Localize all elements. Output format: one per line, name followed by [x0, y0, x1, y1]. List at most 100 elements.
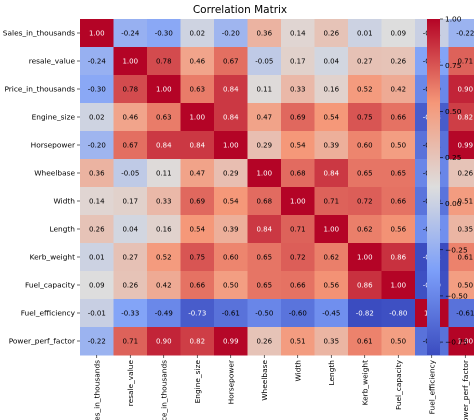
row-label: Fuel_efficiency — [21, 309, 76, 318]
heatmap-cell — [180, 159, 215, 188]
heatmap-cell — [147, 47, 181, 76]
heatmap-cell — [113, 327, 148, 356]
heatmap-cell-label: 0.65 — [256, 254, 272, 262]
heatmap-cell — [247, 299, 282, 328]
row-label: Power_perf_factor — [9, 337, 76, 346]
heatmap-cell — [214, 19, 248, 48]
heatmap-cell-label: 0.39 — [223, 226, 239, 234]
heatmap-cell — [448, 299, 474, 328]
colorbar-tick-label: 0.50 — [445, 107, 462, 116]
heatmap-cell-label: 0.62 — [323, 254, 339, 262]
heatmap-cell-label: 0.90 — [156, 338, 172, 346]
heatmap-cell-label: -0.30 — [88, 86, 106, 94]
heatmap-cell-label: 0.02 — [189, 30, 205, 38]
row-label: Price_in_thousands — [4, 85, 75, 94]
colorbar-tick-label: 1.00 — [445, 15, 462, 24]
heatmap-cell-label: -0.60 — [289, 310, 307, 318]
heatmap-cell-label: 0.26 — [390, 58, 406, 66]
heatmap-cell — [314, 19, 349, 48]
heatmap-cell — [448, 243, 474, 272]
heatmap-cell-label: 0.68 — [290, 170, 306, 178]
heatmap-cell — [381, 243, 416, 272]
heatmap-cell — [113, 47, 148, 76]
heatmap-cell-label: -0.33 — [121, 310, 139, 318]
heatmap-cell — [281, 215, 315, 244]
heatmap-cell — [214, 75, 248, 104]
heatmap-cell — [448, 75, 474, 104]
heatmap-cell — [214, 131, 248, 160]
heatmap-cell — [80, 47, 114, 76]
heatmap-cell — [147, 299, 181, 328]
heatmap-cell — [147, 75, 181, 104]
heatmap-cell — [281, 327, 315, 356]
heatmap-cell-label: 0.54 — [290, 142, 306, 150]
column-label: Wheelbase — [260, 360, 269, 401]
heatmap-cell-label: 0.78 — [156, 58, 172, 66]
heatmap-cell-label: 0.72 — [357, 198, 373, 206]
row-labels: Sales_in_thousands resale_value Price_in_t… — [3, 29, 80, 346]
heatmap-cell-label: -0.61 — [222, 310, 240, 318]
heatmap-cell-label: 0.50 — [390, 142, 406, 150]
heatmap-cell — [281, 75, 315, 104]
heatmap-cell — [80, 215, 114, 244]
heatmap-cell — [113, 19, 148, 48]
heatmap-cell — [214, 215, 248, 244]
heatmap-cell — [147, 187, 181, 216]
row-label: Wheelbase — [34, 169, 75, 178]
heatmap-cell-label: 0.62 — [357, 226, 373, 234]
heatmap-cell-label: 0.67 — [223, 58, 239, 66]
column-label: Length — [327, 360, 336, 386]
heatmap-cell-label: -0.73 — [188, 310, 206, 318]
heatmap-cell-label: 0.60 — [357, 142, 373, 150]
heatmap-cell — [180, 215, 215, 244]
heatmap-cell — [80, 103, 114, 132]
heatmap-cell — [348, 271, 382, 300]
heatmap-cell — [314, 47, 349, 76]
heatmap-cell-label: 0.29 — [256, 142, 272, 150]
heatmap-cell-label: 0.86 — [390, 254, 406, 262]
row-label: Length — [50, 225, 76, 234]
heatmap-cell — [214, 159, 248, 188]
heatmap-cell — [147, 215, 181, 244]
heatmap-cell-label: 0.75 — [357, 114, 373, 122]
heatmap-cell — [281, 243, 315, 272]
colorbar-tick-label: −0.50 — [445, 292, 468, 301]
heatmap-cell-label: -0.61 — [456, 310, 474, 318]
heatmap-cell — [348, 159, 382, 188]
heatmap-cell-label: 1.00 — [357, 254, 373, 262]
heatmap-cell — [80, 271, 114, 300]
heatmap-cell — [448, 327, 474, 356]
heatmap-cell — [381, 47, 416, 76]
heatmap-cell-label: 0.46 — [122, 114, 138, 122]
heatmap-cell — [80, 75, 114, 104]
heatmap-cell — [448, 19, 474, 48]
heatmap-cell-label: 0.84 — [256, 226, 272, 234]
heatmap-cell-label: -0.22 — [456, 30, 474, 38]
heatmap-cell — [314, 327, 349, 356]
heatmap-cell — [247, 159, 282, 188]
column-label: Fuel_efficiency — [427, 359, 436, 414]
heatmap-cell-label: 0.65 — [256, 282, 272, 290]
heatmap-cell — [314, 215, 349, 244]
heatmap-cell — [214, 327, 248, 356]
heatmap-cell — [348, 187, 382, 216]
heatmap-cell — [448, 215, 474, 244]
heatmap-cell — [381, 75, 416, 104]
heatmap-cell-label: 1.00 — [223, 142, 239, 150]
heatmap-cell — [348, 103, 382, 132]
heatmap-cell-label: 0.86 — [357, 282, 373, 290]
heatmap-cell — [80, 243, 114, 272]
heatmap-cell-label: 0.69 — [290, 114, 306, 122]
heatmap-cell — [448, 271, 474, 300]
heatmap-cell — [214, 47, 248, 76]
heatmap-cell-label: 0.27 — [122, 254, 138, 262]
heatmap-cell-label: -0.22 — [88, 338, 106, 346]
heatmap-cell-label: 0.56 — [390, 226, 406, 234]
heatmap-cell — [281, 187, 315, 216]
heatmap-cell — [448, 187, 474, 216]
heatmap-cell-label: -0.80 — [389, 310, 407, 318]
row-label: Engine_size — [32, 113, 76, 122]
heatmap-cell — [180, 47, 215, 76]
colorbar-tick-label: −0.75 — [445, 338, 468, 347]
